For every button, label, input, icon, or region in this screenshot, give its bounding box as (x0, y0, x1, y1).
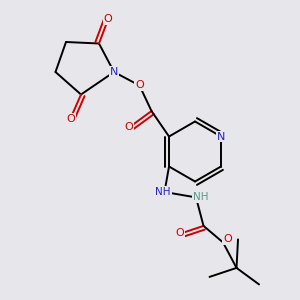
Text: N: N (110, 67, 118, 77)
Text: NH: NH (155, 187, 171, 197)
Text: O: O (135, 80, 144, 91)
Text: O: O (124, 122, 134, 133)
Text: O: O (223, 234, 232, 244)
Text: O: O (66, 113, 75, 124)
Text: N: N (217, 131, 225, 142)
Text: O: O (175, 228, 184, 239)
Text: O: O (103, 14, 112, 25)
Text: NH: NH (193, 192, 208, 203)
